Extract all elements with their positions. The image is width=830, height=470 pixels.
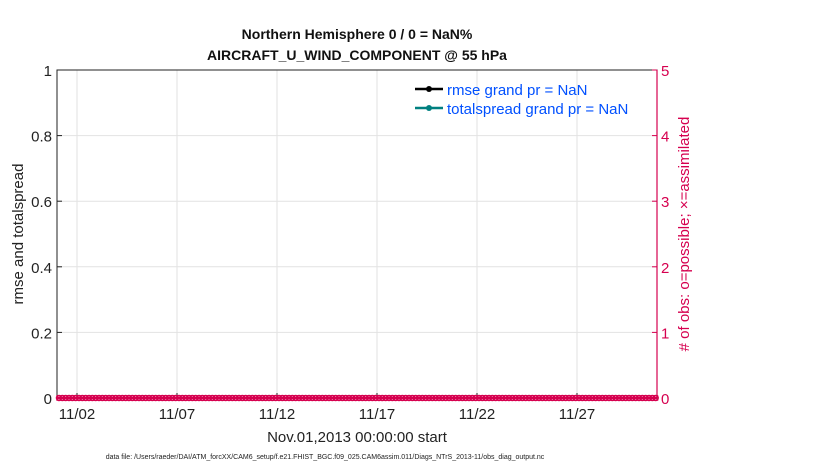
- legend-label-rmse: rmse grand pr = NaN: [447, 82, 587, 99]
- obs-marks: [55, 394, 659, 402]
- x-tick-label: 11/12: [259, 406, 295, 423]
- ticks: 11/02 11/07 11/12 11/17 11/22 11/27 0 0.2 0.4 0.6…: [31, 63, 669, 423]
- x-tick-label: 11/02: [59, 406, 95, 423]
- legend: rmse grand pr = NaN totalspread grand pr…: [415, 82, 628, 118]
- x-tick-label: 11/17: [359, 406, 395, 423]
- y-right-tick-label: 0: [661, 391, 669, 408]
- y-right-tick-label: 4: [661, 129, 669, 146]
- grid: [57, 69, 657, 399]
- y-tick-label: 0.2: [31, 325, 52, 342]
- y-tick-label: 1: [44, 63, 52, 80]
- y-right-tick-label: 3: [661, 194, 669, 211]
- x-tick-label: 11/22: [459, 406, 495, 423]
- y-tick-label: 0.4: [31, 260, 52, 277]
- x-tick-label: 11/27: [559, 406, 595, 423]
- plot-frame: [56, 69, 658, 399]
- chart-title-line1: Northern Hemisphere 0 / 0 = NaN%: [242, 26, 473, 42]
- legend-marker-totalspread: [426, 105, 432, 111]
- y-tick-label: 0.8: [31, 129, 52, 146]
- y-axis-label: rmse and totalspread: [10, 164, 27, 305]
- chart-title-line2: AIRCRAFT_U_WIND_COMPONENT @ 55 hPa: [207, 47, 507, 63]
- x-axis-label: Nov.01,2013 00:00:00 start: [267, 429, 448, 446]
- y-tick-label: 0: [44, 391, 52, 408]
- y-right-tick-label: 5: [661, 63, 669, 80]
- y-right-tick-label: 1: [661, 325, 669, 342]
- y-axis-right-label: # of obs: o=possible; ×=assimilated: [676, 117, 693, 352]
- y-tick-label: 0.6: [31, 194, 52, 211]
- legend-marker-rmse: [426, 86, 432, 92]
- data-file-footer: data file: /Users/raeder/DAI/ATM_forcXX/…: [106, 454, 545, 461]
- y-right-tick-label: 2: [661, 260, 669, 277]
- legend-label-totalspread: totalspread grand pr = NaN: [447, 101, 628, 118]
- x-tick-label: 11/07: [159, 406, 195, 423]
